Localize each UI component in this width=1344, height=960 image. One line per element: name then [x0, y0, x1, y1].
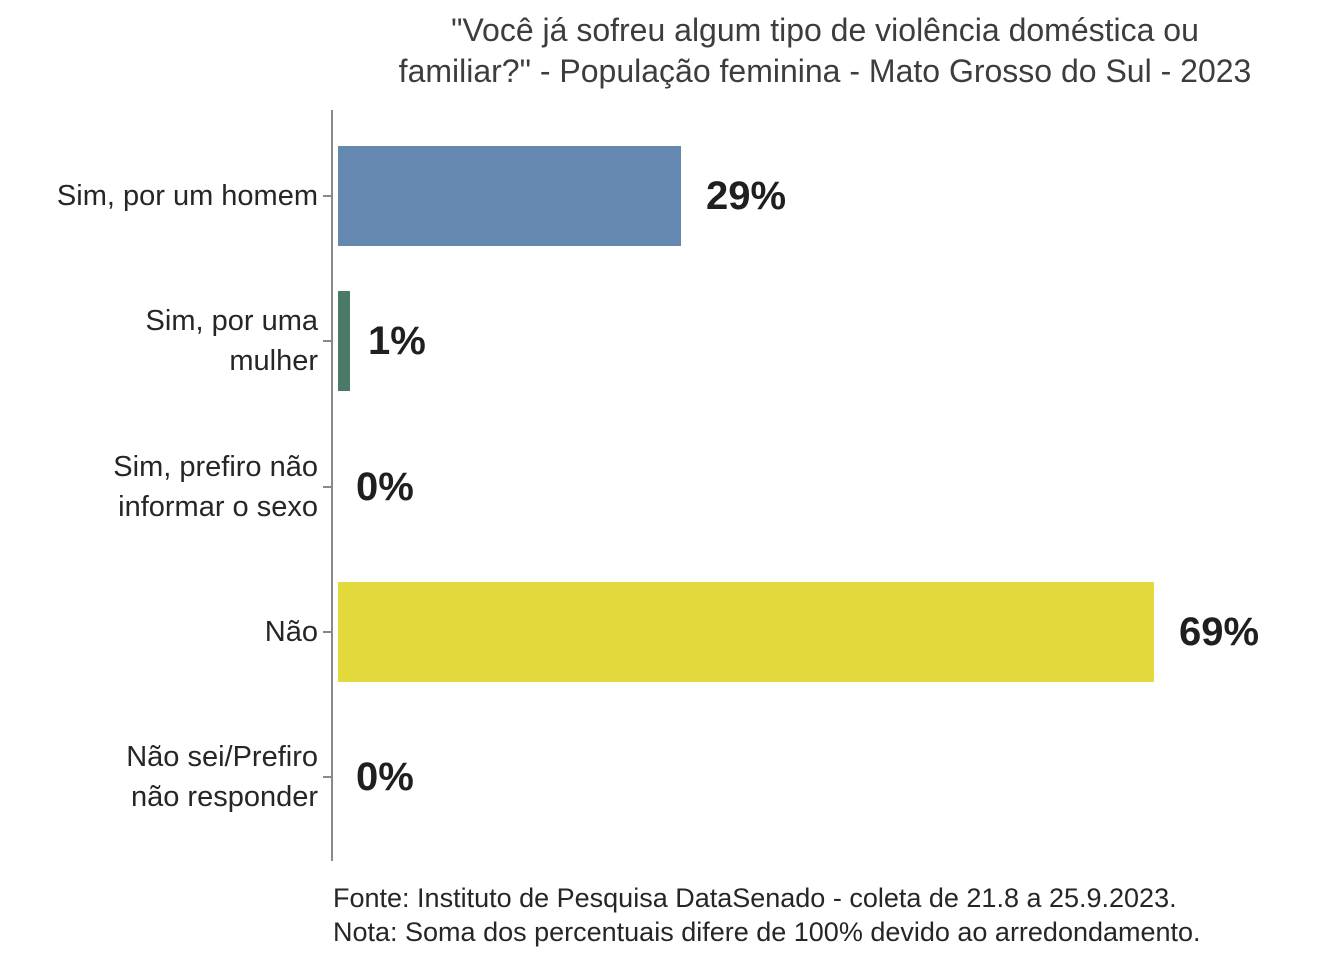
chart-title-line2: familiar?" - População feminina - Mato G…	[398, 53, 1252, 89]
axis-tick	[323, 195, 332, 197]
chart-title-line1: "Você já sofreu algum tipo de violência …	[451, 12, 1199, 48]
category-label: Sim, prefiro não informar o sexo	[113, 450, 318, 523]
axis-tick	[323, 485, 332, 488]
bar	[338, 146, 681, 246]
axis-tick	[323, 630, 332, 633]
chart-title: "Você já sofreu algum tipo de violência …	[250, 10, 1344, 92]
chart-footer: Fonte: Instituto de Pesquisa DataSenado …	[333, 881, 1201, 949]
value-label: 1%	[368, 319, 426, 364]
rounding-note: Nota: Soma dos percentuais difere de 100…	[333, 917, 1201, 947]
axis-tick	[323, 776, 332, 779]
category-label: Sim, por uma mulher	[145, 305, 318, 378]
category-label: Não sei/Prefiro não responder	[126, 741, 318, 814]
bar	[338, 581, 1154, 682]
axis-tick	[323, 340, 332, 343]
value-label: 0%	[356, 464, 414, 509]
bar	[338, 291, 350, 392]
value-label: 0%	[356, 755, 414, 800]
value-label: 29%	[706, 174, 787, 218]
category-label: Sim, por um homem	[56, 180, 318, 212]
category-label: Não	[264, 615, 318, 648]
source-note: Fonte: Instituto de Pesquisa DataSenado …	[333, 883, 1177, 913]
value-label: 69%	[1179, 609, 1260, 654]
y-axis-line	[331, 110, 333, 861]
